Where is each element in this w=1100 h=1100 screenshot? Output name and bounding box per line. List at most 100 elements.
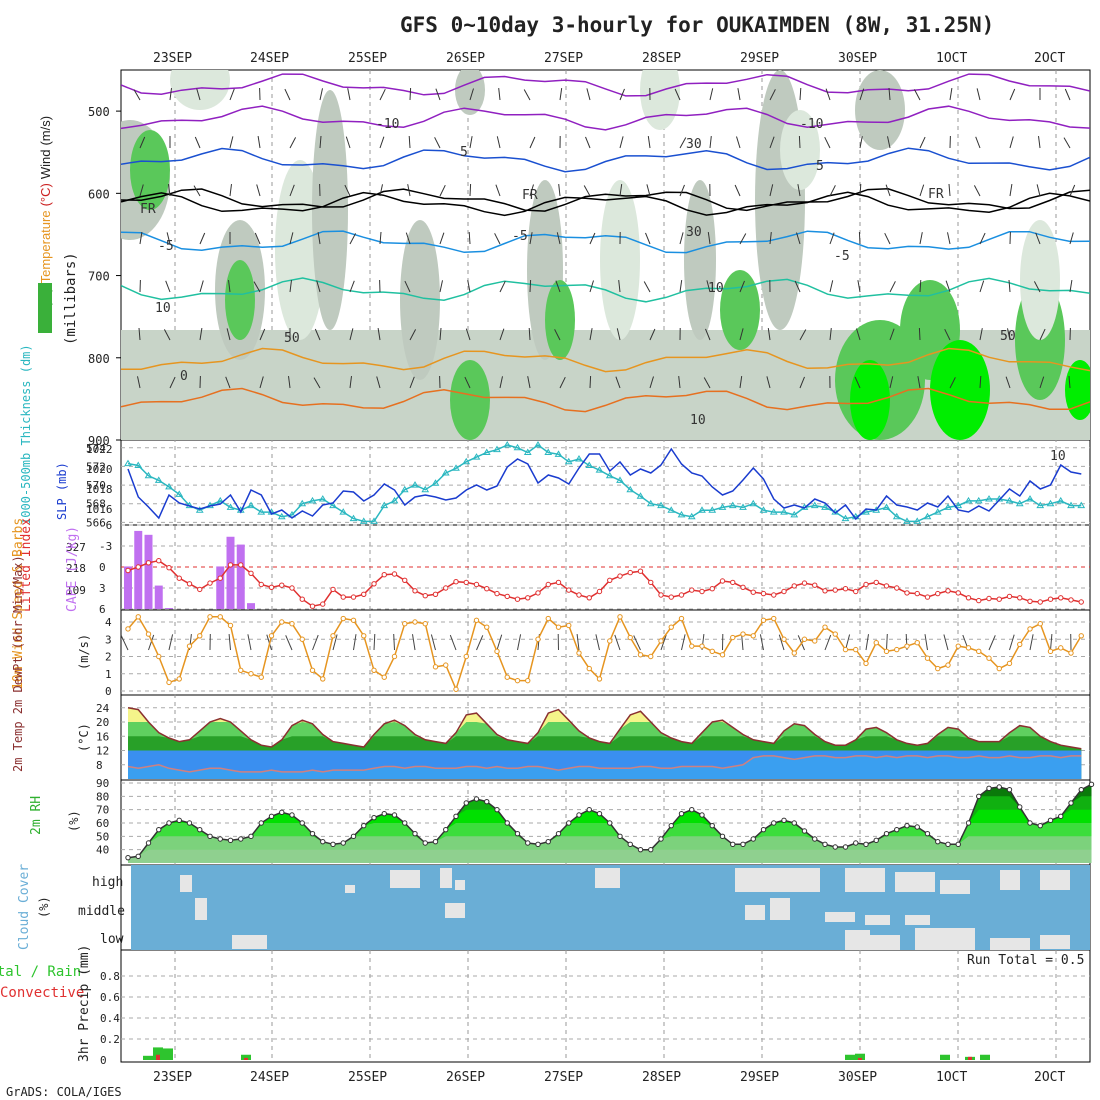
li-tick: 0	[99, 561, 106, 574]
rh-tick: 60	[96, 817, 109, 830]
wind-speed-line-point	[381, 674, 387, 680]
rh-line-point	[781, 817, 787, 824]
cape-bar	[124, 566, 132, 609]
wind-barb	[769, 136, 775, 149]
thickness-line-point	[687, 512, 696, 520]
rh-line-point	[637, 846, 644, 853]
wind-speed-line-point	[801, 636, 808, 642]
wind-speed-line-point	[832, 631, 838, 637]
rh-line-point	[976, 793, 982, 800]
wind-units: (m/s)	[77, 634, 91, 670]
lifted-index-line-point	[238, 562, 244, 568]
temperature-contour	[121, 73, 1090, 97]
rh-blob	[755, 70, 805, 330]
wind-speed-line-point	[1068, 650, 1074, 656]
contour-label: -5	[512, 229, 528, 244]
wind-barb	[1036, 184, 1041, 197]
surface-wind-barb	[373, 633, 376, 651]
precip-total-bar	[153, 1047, 163, 1060]
wind-speed-line-point	[402, 621, 408, 627]
wind-barb	[1009, 88, 1016, 101]
wind-barb	[678, 376, 681, 389]
wind-barb	[917, 376, 921, 389]
wind-barb	[349, 280, 355, 293]
rh-line-point	[197, 826, 203, 833]
rh-line-point	[535, 841, 541, 848]
thickness-line-point	[452, 464, 460, 471]
cape-tick: 109	[66, 584, 86, 597]
lifted-index-line-point	[525, 595, 531, 601]
wind-barb	[739, 233, 747, 245]
wind-barb	[254, 232, 261, 245]
wind-speed-line-point	[668, 624, 674, 630]
wind-barb	[799, 87, 802, 101]
wind-barb	[168, 184, 171, 197]
surface-wind-barb	[285, 635, 293, 651]
lifted-index-line-point	[207, 580, 213, 586]
rh-line-point	[135, 853, 141, 860]
lifted-index-line-point	[648, 579, 654, 586]
cloud-clear-block	[735, 868, 820, 892]
precip-total-bar	[855, 1053, 865, 1060]
rh-blob	[312, 90, 348, 330]
cloud-clear-block	[1040, 935, 1070, 949]
thickness-line-point	[626, 485, 635, 493]
wind-barb	[169, 88, 172, 101]
temp-ylabel: 2m Temp 2m DewPt (6hr Min/Max)	[11, 555, 25, 772]
wind-speed-line-point	[627, 634, 633, 641]
thickness-tick: 566	[86, 516, 106, 529]
contour-label: FR	[140, 202, 156, 217]
rh-line-point	[473, 796, 480, 802]
lifted-index-line-point	[853, 588, 859, 595]
cape-bar	[236, 544, 245, 609]
thickness-line-point	[195, 506, 204, 513]
wind-barb	[589, 375, 592, 389]
thickness-line-point	[667, 506, 676, 513]
wind-speed-line-point	[658, 638, 664, 644]
rh-line-point	[186, 820, 193, 826]
surface-wind-barb	[886, 633, 888, 651]
wind-speed-line-point	[863, 660, 869, 667]
lifted-index-line-point	[791, 583, 797, 589]
wind-barb	[316, 280, 321, 293]
rh-line-point	[740, 841, 746, 848]
rh-line-point	[156, 826, 162, 833]
rh-line-point	[484, 798, 490, 805]
wind-speed-line-point	[473, 617, 480, 623]
wind-barb	[679, 232, 684, 245]
precip-tick: 0.2	[100, 1033, 120, 1046]
thickness-line-point	[821, 503, 829, 510]
wind-speed-line-point	[422, 621, 428, 627]
thickness-line-point	[595, 466, 604, 473]
wind-barb	[769, 232, 772, 245]
wind-barb	[377, 328, 381, 341]
temperature-contour	[121, 147, 1090, 173]
wind-barb	[139, 232, 143, 245]
wind-barb	[919, 136, 926, 149]
thickness-line-point	[493, 445, 501, 453]
cloud-clear-block	[745, 905, 765, 920]
wind-barb	[407, 184, 411, 197]
rh-line-point	[248, 833, 254, 840]
wind-barb	[468, 231, 471, 245]
credit-text: GrADS: COLA/IGES	[6, 1085, 122, 1099]
run-total-label: Run Total = 0.5	[967, 953, 1084, 968]
rh-line-point	[883, 830, 890, 837]
wind-barb	[349, 233, 357, 245]
wind-barb	[884, 232, 891, 245]
wind-speed-line-point	[586, 665, 592, 672]
temperature-contour	[121, 387, 1090, 413]
rh-line-point	[771, 820, 777, 826]
rh-line-point	[289, 812, 295, 818]
surface-wind-barb	[449, 634, 457, 651]
wind-barb	[887, 136, 891, 149]
surface-wind-barb	[496, 634, 503, 651]
thickness-tick: 568	[86, 498, 106, 511]
lifted-index-line-point	[494, 590, 500, 597]
rh-line-point	[340, 840, 346, 846]
wind-barb	[888, 87, 891, 101]
rh-line-point	[801, 828, 808, 834]
wind-barb	[736, 136, 741, 149]
lifted-index-line-point	[1068, 597, 1074, 603]
